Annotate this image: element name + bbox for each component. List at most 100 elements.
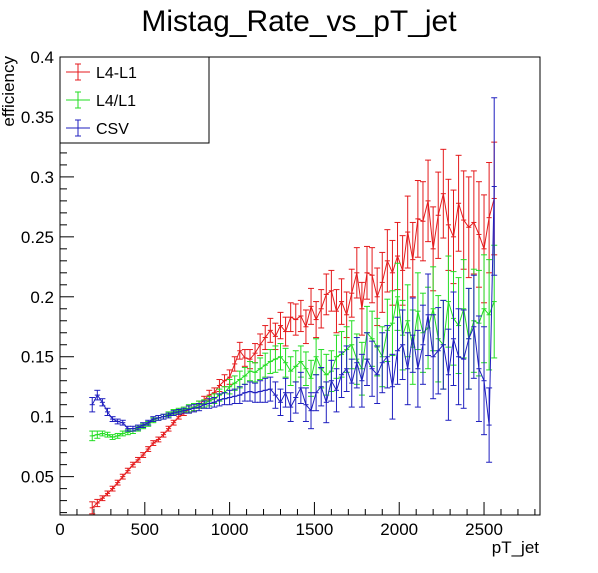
data-point [124, 467, 131, 474]
data-point [109, 434, 116, 440]
data-point [114, 432, 121, 439]
data-point [277, 343, 284, 371]
data-point [119, 473, 126, 480]
data-point [221, 392, 228, 406]
data-point [486, 259, 493, 371]
data-point [246, 361, 253, 382]
data-point [104, 490, 111, 497]
y-tick-label: 0.1 [30, 408, 54, 427]
data-point [129, 425, 136, 432]
x-tick-label: 2500 [465, 520, 503, 539]
data-point [262, 325, 269, 351]
data-point [353, 247, 360, 299]
data-point [114, 418, 121, 425]
data-point [486, 162, 493, 274]
data-point [89, 501, 96, 515]
data-point [358, 353, 365, 408]
data-point [109, 485, 116, 492]
data-point [252, 343, 259, 364]
data-point [455, 308, 462, 406]
data-point [435, 307, 442, 395]
data-point [475, 181, 482, 288]
data-point [226, 389, 233, 406]
data-point [135, 424, 142, 431]
y-tick-label: 0.05 [21, 468, 54, 487]
data-point [302, 309, 309, 345]
data-point [114, 479, 121, 486]
data-point [160, 413, 167, 420]
data-point [277, 311, 284, 340]
data-point [404, 195, 411, 269]
x-tick-label: 500 [131, 520, 159, 539]
data-point [150, 416, 157, 422]
data-point [470, 170, 477, 275]
data-point [236, 341, 243, 360]
data-point [440, 299, 447, 390]
data-point [99, 495, 106, 502]
data-point [257, 333, 264, 357]
data-point [384, 229, 391, 293]
series-line [91, 193, 495, 509]
data-point [282, 316, 289, 347]
data-point [104, 407, 111, 416]
data-point [145, 419, 152, 426]
data-point [119, 430, 126, 437]
data-point [99, 398, 106, 407]
data-point [155, 414, 162, 421]
data-point [246, 381, 253, 402]
legend-label: L4/L1 [96, 93, 136, 110]
data-point [440, 148, 447, 239]
data-point [104, 431, 111, 438]
data-point [206, 398, 213, 409]
data-point [348, 358, 355, 408]
data-point [292, 303, 299, 336]
data-point [384, 325, 391, 389]
data-point [399, 309, 406, 381]
data-point [313, 374, 320, 412]
data-point [430, 314, 437, 400]
data-point [160, 431, 167, 438]
data-point [308, 287, 315, 325]
data-point [374, 345, 381, 404]
data-point [262, 352, 269, 378]
data-point [450, 189, 457, 285]
data-point [272, 345, 279, 373]
data-point [297, 299, 304, 333]
data-point [124, 425, 131, 432]
data-point [241, 349, 248, 367]
data-point [414, 329, 421, 408]
data-point [333, 289, 340, 334]
data-point [267, 376, 274, 402]
legend-label: L4-L1 [96, 65, 137, 82]
data-point [419, 181, 426, 262]
data-point [231, 356, 238, 372]
data-point [236, 370, 243, 389]
data-point [374, 267, 381, 327]
data-point [465, 176, 472, 279]
data-point [313, 301, 320, 339]
data-point [252, 362, 259, 383]
data-point [445, 178, 452, 271]
y-tick-label: 0.35 [21, 108, 54, 127]
data-point [475, 315, 482, 422]
y-tick-label: 0.3 [30, 168, 54, 187]
data-point [252, 382, 259, 403]
y-axis: 0.05 0.1 0.15 0.2 0.25 0.3 0.35 0.4 [21, 48, 74, 514]
series-l4-l1 [89, 244, 498, 442]
chart-title: Mistag_Rate_vs_pT_jet [141, 5, 457, 38]
data-point [318, 367, 325, 407]
data-point [262, 377, 269, 403]
data-point [409, 297, 416, 373]
data-point [348, 268, 355, 318]
data-point [94, 498, 101, 508]
data-point [404, 332, 411, 406]
data-point [241, 383, 248, 402]
data-point [470, 274, 477, 379]
legend-entry: CSV [66, 119, 129, 138]
data-point [486, 387, 493, 463]
data-point [313, 338, 320, 376]
x-axis: 0 500 1000 1500 2000 2500 [55, 502, 536, 539]
data-point [425, 159, 432, 243]
data-point [272, 381, 279, 409]
